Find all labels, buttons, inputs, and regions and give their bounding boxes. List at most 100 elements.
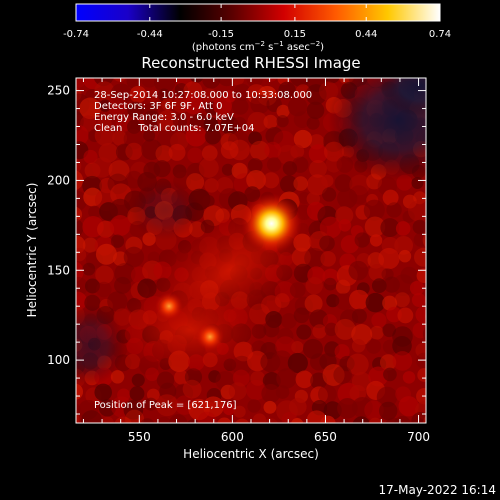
residual-blob [182, 379, 202, 399]
residual-blob [340, 235, 359, 254]
residual-blob [337, 188, 358, 209]
observation-info: 28-Sep-2014 10:27:08.000 to 10:33:08.000… [94, 90, 312, 134]
colorbar-tick-label: 0.15 [284, 29, 306, 40]
residual-blob [247, 111, 268, 133]
residual-blob [293, 176, 308, 191]
residual-blob [322, 364, 345, 387]
residual-blob [352, 416, 371, 423]
residual-blob [265, 78, 278, 82]
residual-blob [115, 143, 133, 161]
residual-blob [376, 386, 398, 408]
residual-blob [186, 419, 199, 423]
residual-blob [220, 141, 239, 159]
residual-blob [429, 216, 447, 234]
residual-blob [415, 342, 426, 358]
residual-blob [201, 88, 218, 104]
peak-position-label: Position of Peak = [621,176] [94, 400, 237, 411]
residual-blob [275, 385, 290, 399]
info-line-time: 28-Sep-2014 10:27:08.000 to 10:33:08.000 [94, 90, 312, 101]
residual-blob [400, 266, 418, 284]
residual-blob [233, 116, 247, 130]
residual-blob [190, 78, 204, 83]
residual-blob [364, 216, 386, 237]
colorbar-tick-label: -0.15 [208, 29, 234, 40]
residual-blob [416, 268, 426, 284]
residual-blob [172, 164, 187, 179]
residual-blob [156, 394, 178, 417]
residual-blob [305, 84, 327, 106]
residual-blob [115, 116, 131, 132]
residual-blob [212, 96, 232, 116]
residual-blob [140, 418, 155, 423]
residual-blob [369, 234, 383, 247]
residual-blob [271, 350, 293, 372]
residual-blob [217, 417, 232, 423]
residual-blob [222, 402, 236, 416]
residual-blob [76, 412, 80, 423]
residual-blob [186, 173, 205, 192]
residual-blob [261, 384, 281, 404]
colorbar-tick-label: -0.44 [137, 29, 163, 40]
residual-blob [140, 78, 159, 88]
residual-blob [76, 383, 84, 400]
residual-blob [94, 125, 115, 146]
emission-lower [110, 285, 270, 375]
residual-blob [129, 85, 147, 103]
residual-blob [123, 400, 144, 420]
residual-blob [320, 415, 336, 423]
residual-blob [292, 156, 309, 173]
residual-blob [309, 309, 329, 329]
residual-blob [402, 210, 415, 223]
y-tick-label: 150 [47, 263, 70, 277]
residual-blob [155, 145, 173, 163]
residual-blob [109, 198, 131, 220]
dark-region-corner [380, 78, 426, 116]
residual-blob [366, 338, 382, 354]
residual-blob [392, 274, 415, 297]
residual-blob [168, 414, 188, 423]
residual-blob [153, 160, 171, 178]
residual-blob [203, 396, 224, 418]
residual-blob [84, 278, 100, 294]
residual-blob [380, 218, 400, 238]
residual-blob [321, 187, 337, 202]
residual-blob [411, 411, 426, 423]
residual-blob [349, 185, 369, 205]
residual-blob [304, 294, 323, 313]
residual-blob [424, 86, 426, 96]
residual-blob [143, 129, 156, 142]
dark-region-left [130, 180, 200, 240]
residual-blob [231, 162, 248, 179]
residual-blob [95, 265, 114, 285]
residual-blob [415, 352, 426, 369]
residual-blob [144, 397, 158, 411]
residual-blob [364, 400, 384, 420]
residual-blob [172, 113, 188, 129]
peak-source [241, 193, 302, 254]
x-axis-label: Heliocentric X (arcsec) [183, 447, 319, 461]
residual-blob [131, 373, 145, 387]
residual-blob [368, 417, 382, 423]
residual-blob [431, 206, 444, 219]
residual-blob [312, 324, 327, 339]
residual-blob [263, 114, 278, 129]
residual-blob [94, 81, 115, 102]
residual-blob [229, 139, 250, 161]
residual-blob [263, 172, 280, 189]
y-tick-label: 200 [47, 173, 70, 187]
residual-blob [295, 370, 314, 389]
residual-blob [324, 322, 339, 337]
residual-blob [424, 346, 426, 357]
residual-blob [393, 416, 411, 423]
residual-blob [422, 326, 426, 342]
residual-blob [246, 170, 267, 190]
residual-blob [337, 398, 358, 419]
residual-blob [305, 277, 323, 295]
residual-blob [382, 189, 399, 206]
residual-blob [432, 390, 445, 403]
residual-blob [293, 111, 311, 129]
residual-blob [369, 325, 384, 340]
residual-blob [417, 367, 426, 382]
residual-blob [381, 268, 394, 281]
